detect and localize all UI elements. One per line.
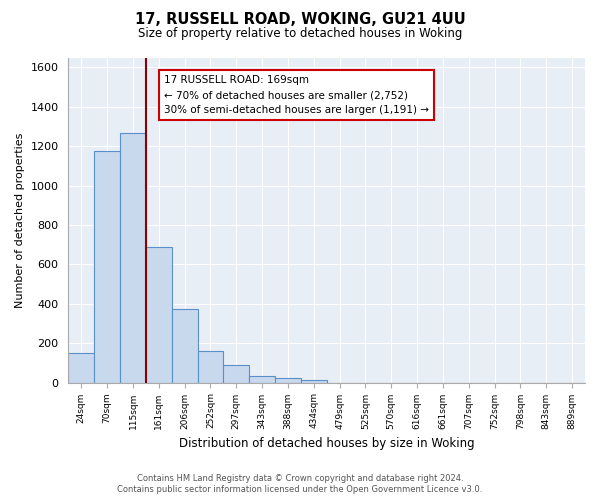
Bar [249, 376, 275, 382]
Bar [68, 353, 94, 382]
Text: 17 RUSSELL ROAD: 169sqm
← 70% of detached houses are smaller (2,752)
30% of semi: 17 RUSSELL ROAD: 169sqm ← 70% of detache… [164, 75, 429, 115]
Bar [223, 365, 249, 382]
Text: Contains HM Land Registry data © Crown copyright and database right 2024.
Contai: Contains HM Land Registry data © Crown c… [118, 474, 482, 494]
Bar [275, 378, 301, 382]
X-axis label: Distribution of detached houses by size in Woking: Distribution of detached houses by size … [179, 437, 475, 450]
Bar [94, 151, 120, 382]
Bar [146, 246, 172, 382]
Text: Size of property relative to detached houses in Woking: Size of property relative to detached ho… [138, 28, 462, 40]
Bar [172, 308, 197, 382]
Bar [197, 351, 223, 382]
Text: 17, RUSSELL ROAD, WOKING, GU21 4UU: 17, RUSSELL ROAD, WOKING, GU21 4UU [134, 12, 466, 28]
Y-axis label: Number of detached properties: Number of detached properties [15, 132, 25, 308]
Bar [120, 134, 146, 382]
Bar [301, 380, 327, 382]
